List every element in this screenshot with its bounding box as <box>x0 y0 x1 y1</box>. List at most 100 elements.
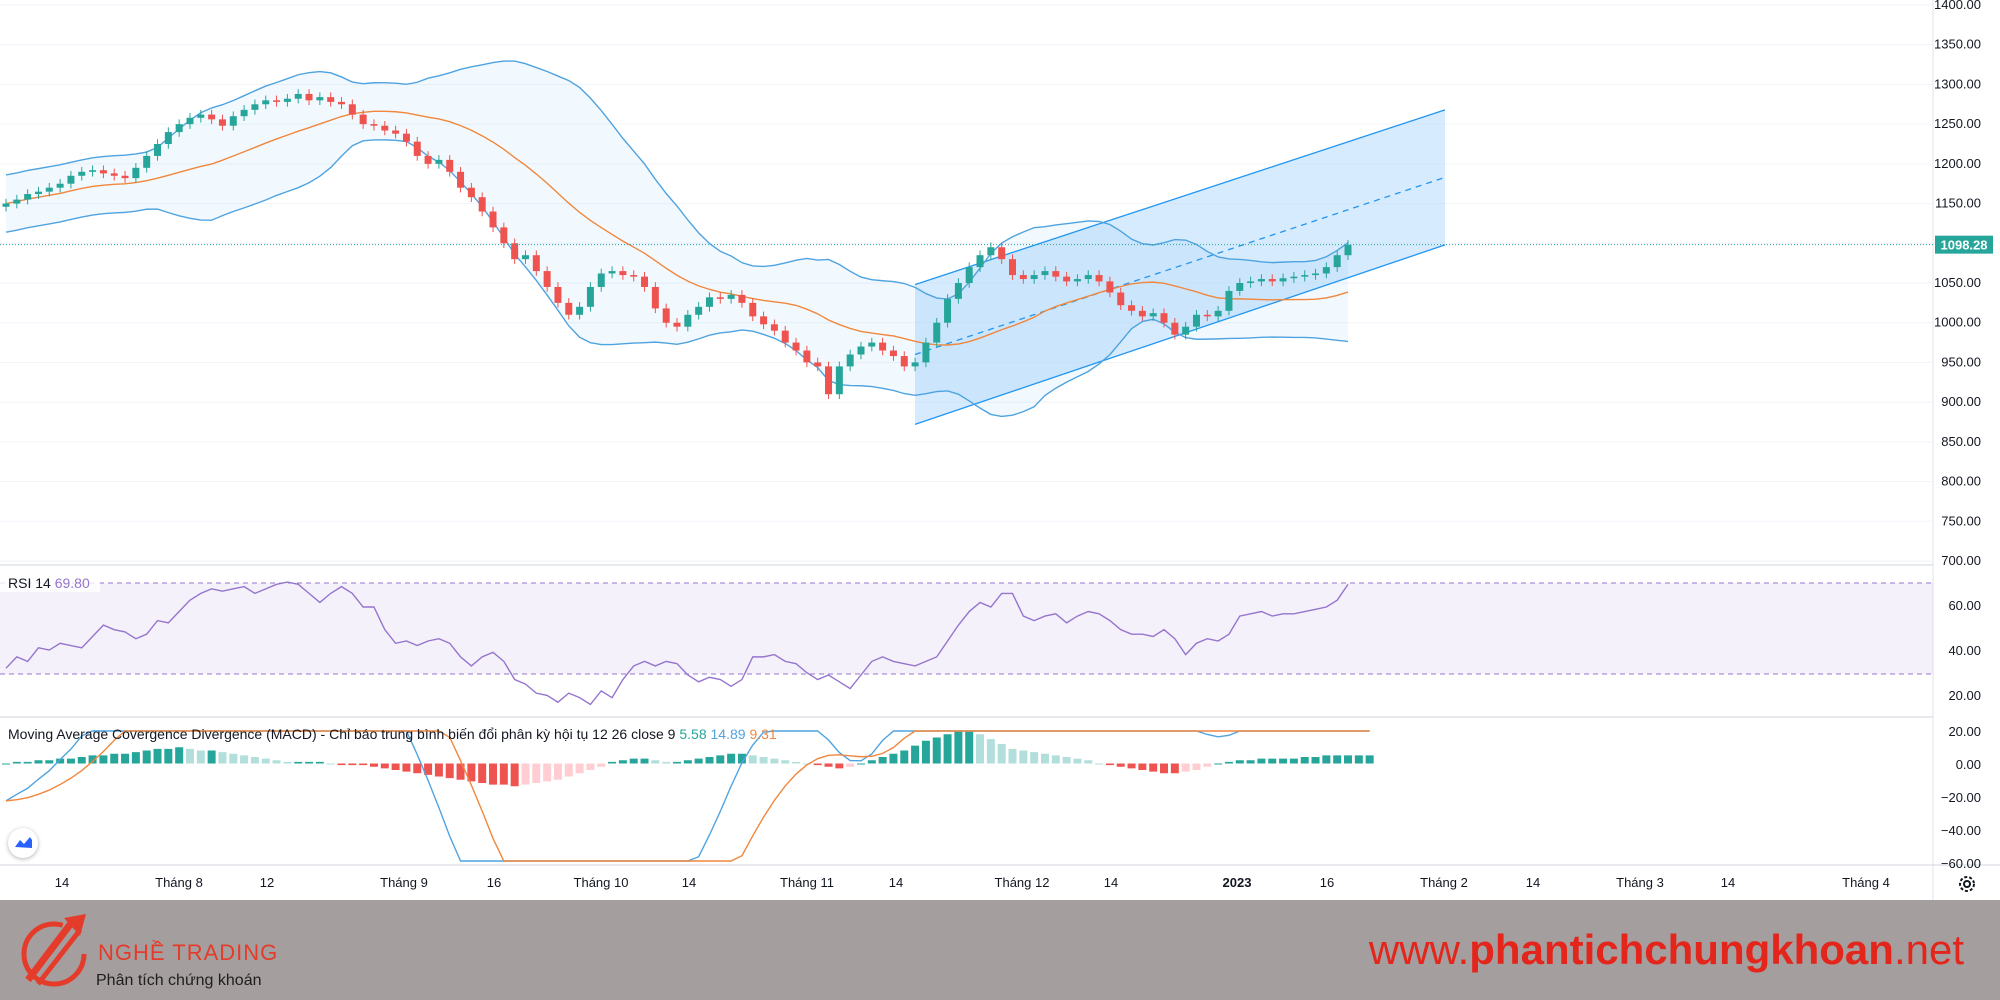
candle-body <box>1041 271 1049 276</box>
macd-bar <box>499 763 508 785</box>
website-link[interactable]: www.phantichchungkhoan.net <box>1369 926 1964 974</box>
candle-body <box>1322 267 1330 274</box>
price-tick-label: 1000.00 <box>1934 315 1981 330</box>
macd-legend[interactable]: Moving Average Covergence Divergence (MA… <box>8 726 777 742</box>
candle-body <box>695 306 703 315</box>
candle-body <box>218 119 226 126</box>
candle-body <box>738 294 746 303</box>
macd-bar <box>1289 758 1298 764</box>
macd-bar <box>965 731 974 764</box>
candle-body <box>305 93 313 101</box>
macd-bar <box>121 753 130 764</box>
candle-body <box>1279 278 1287 282</box>
chart-canvas[interactable]: 1400.00 1350.00 1300.00 1250.00 1200.00 1150.… <box>0 0 2000 900</box>
candle-body <box>835 366 843 395</box>
candle-body <box>846 354 854 367</box>
macd-bar <box>456 763 465 780</box>
price-tick-label: 900.00 <box>1941 394 1981 409</box>
auto-fit-button[interactable] <box>8 828 38 858</box>
macd-bar <box>1138 763 1147 770</box>
candle-body <box>998 247 1006 260</box>
candle-body <box>381 125 389 131</box>
macd-bar <box>142 750 151 764</box>
macd-bar <box>997 744 1006 764</box>
candle-body <box>45 187 53 192</box>
macd-bar <box>185 748 194 764</box>
candle-body <box>34 191 42 195</box>
macd-bar <box>835 763 844 769</box>
macd-tick-label: −20.00 <box>1941 790 1981 805</box>
candle-body <box>1182 326 1190 335</box>
chart-logo-icon <box>15 837 32 848</box>
macd-bar <box>662 761 671 764</box>
macd-bar <box>856 763 865 765</box>
rsi-tick-label: 60.00 <box>1948 598 1981 613</box>
candle-body <box>208 114 216 120</box>
candle-body <box>348 104 356 115</box>
candle-body <box>1192 314 1200 327</box>
candle-body <box>781 330 789 343</box>
macd-bar <box>932 737 941 764</box>
svg-text:Moving Average Covergence Dive: Moving Average Covergence Divergence (MA… <box>8 726 777 742</box>
macd-bar <box>878 757 887 764</box>
macd-bar <box>1095 763 1104 765</box>
time-tick-label: 14 <box>682 875 696 890</box>
macd-bar <box>261 758 270 764</box>
rsi-legend[interactable]: RSI 14 69.80 <box>0 572 100 592</box>
candle-body <box>597 273 605 287</box>
candle-body <box>164 132 172 144</box>
candle-body <box>532 255 540 272</box>
candle-body <box>273 100 281 102</box>
macd-bar <box>770 758 779 764</box>
moving-average <box>5 110 1349 346</box>
macd-bar <box>759 757 768 764</box>
candle-body <box>1333 255 1341 268</box>
candle-body <box>1084 275 1092 280</box>
macd-bar <box>629 758 638 764</box>
macd-bar <box>575 763 584 774</box>
candle-body <box>1214 310 1222 317</box>
candle-body <box>749 302 757 317</box>
candle-body <box>338 101 345 105</box>
macd-bar <box>413 763 422 774</box>
time-tick-label: 16 <box>1320 875 1334 890</box>
channel-mid <box>914 176 1446 356</box>
macd-bar <box>553 763 562 780</box>
macd-bar <box>900 750 909 764</box>
macd-bar <box>705 757 714 764</box>
macd-bar <box>673 761 681 764</box>
macd-line-value: 14.89 <box>711 726 746 742</box>
macd-bar <box>1333 755 1342 764</box>
candle-body <box>716 297 724 299</box>
candle-body <box>1236 283 1244 291</box>
candle-body <box>500 227 508 244</box>
candle-body <box>1301 275 1309 277</box>
time-tick-label: 16 <box>487 875 501 890</box>
price-tick-label: 850.00 <box>1941 434 1981 449</box>
time-tick-label: 12 <box>260 875 274 890</box>
macd-bar <box>359 763 368 766</box>
candle-body <box>857 346 865 355</box>
macd-bar <box>1073 758 1082 764</box>
macd-bar <box>911 745 920 764</box>
candlesticks <box>2 89 1352 399</box>
bollinger-fill <box>6 61 1348 417</box>
price-tick-label: 1200.00 <box>1934 156 1981 171</box>
candle-body <box>1247 281 1255 283</box>
price-tick-label: 1300.00 <box>1934 76 1981 91</box>
macd-bar <box>1354 755 1363 764</box>
gear-icon[interactable] <box>1955 872 1979 896</box>
candle-body <box>467 187 475 198</box>
macd-bar <box>1192 763 1201 770</box>
candle-body <box>1290 276 1298 279</box>
macd-bar <box>802 763 811 765</box>
price-tick-label: 1400.00 <box>1934 0 1981 12</box>
macd-bar <box>229 753 238 764</box>
candle-body <box>900 356 908 367</box>
macd-bar <box>34 760 43 764</box>
macd-bar <box>250 757 259 764</box>
macd-bar <box>1300 757 1309 764</box>
macd-bar <box>369 763 378 767</box>
candle-body <box>359 114 367 125</box>
candle-body <box>879 342 887 351</box>
